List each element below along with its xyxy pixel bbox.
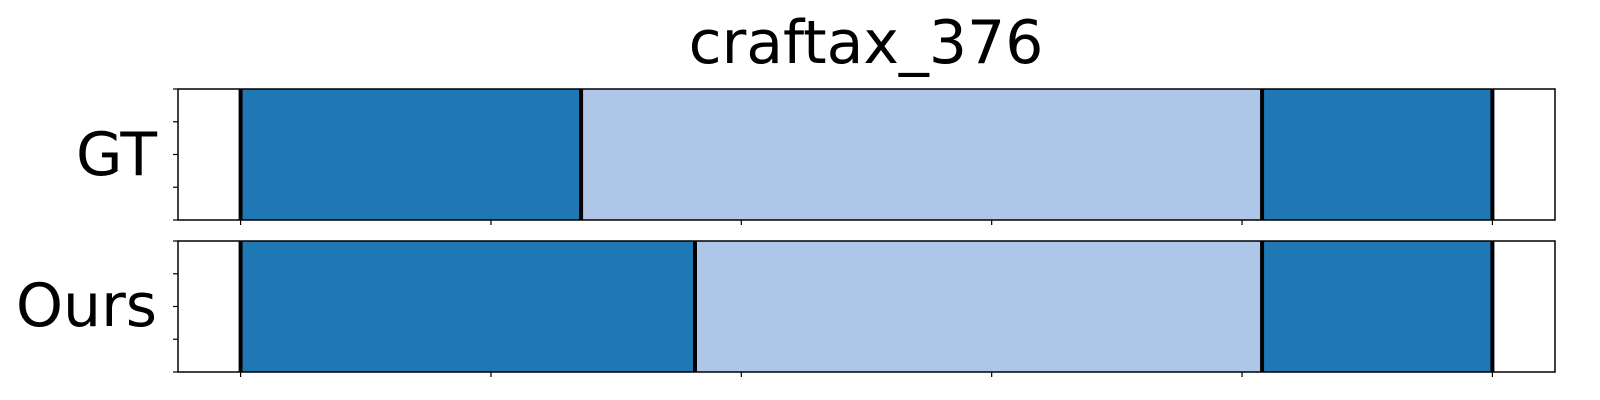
segment-ours-2 xyxy=(1262,241,1493,372)
chart-title: craftax_376 xyxy=(689,8,1044,78)
segment-gt-0 xyxy=(240,89,582,220)
row-gt: GT xyxy=(76,88,1556,225)
segment-gt-1 xyxy=(581,89,1263,220)
segment-gt-2 xyxy=(1262,89,1493,220)
segment-ours-0 xyxy=(240,241,696,372)
row-ours: Ours xyxy=(16,240,1556,377)
row-label-ours: Ours xyxy=(16,271,157,341)
row-label-gt: GT xyxy=(76,120,157,190)
segment-ours-1 xyxy=(695,241,1263,372)
